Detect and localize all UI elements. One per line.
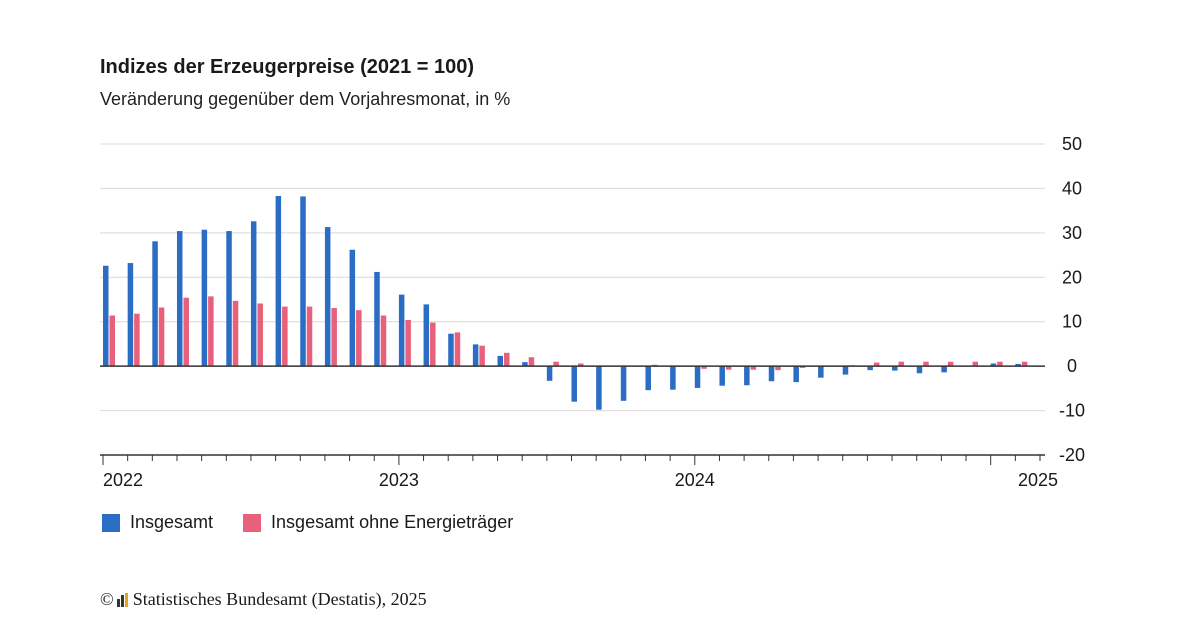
bar-series-1 [670,366,676,390]
y-tick-label: -20 [1059,445,1085,465]
bar-series-2 [405,319,411,367]
source-text: Statistisches Bundesamt (Destatis), 2025 [132,589,427,609]
x-tick-label: 2022 [103,470,143,490]
y-tick-label: 50 [1062,134,1082,154]
bar-series-1 [744,366,750,386]
bar-series-2 [134,313,140,367]
bar-series-1 [941,366,947,373]
bar-series-2 [997,361,1003,367]
bar-series-1 [867,366,873,371]
bar-series-1 [546,366,553,381]
bar-series-2 [947,361,954,367]
x-tick-label: 2023 [379,470,419,490]
destatis-logo-icon [116,592,129,607]
bar-series-1 [398,294,405,367]
bar-series-1 [423,304,430,367]
bar-series-2 [331,307,337,367]
bar-series-2 [578,363,584,367]
x-tick-label: 2025 [1018,470,1058,490]
bar-series-2 [356,310,362,367]
legend-swatch-series-1 [102,513,120,532]
bar-series-2 [799,366,806,368]
y-tick-label: 40 [1062,178,1082,198]
bar-series-2 [257,303,263,367]
bar-series-2 [725,366,732,370]
bar-series-1 [127,263,134,367]
bar-series-2 [898,361,905,367]
bar-series-2 [380,315,387,367]
x-tick-label: 2024 [675,470,715,490]
y-tick-label: -10 [1059,401,1085,421]
bar-series-2 [873,362,880,367]
bar-series-1 [916,366,923,374]
bar-series-1 [842,366,849,375]
bar-series-2 [528,357,535,367]
bar-series-1 [349,249,356,367]
bar-series-2 [282,306,288,367]
bar-series-2 [1021,361,1028,367]
legend-label-series-1: Insgesamt [130,512,214,532]
bar-series-1 [300,196,306,367]
source-footer: © Statistisches Bundesamt (Destatis), 20… [100,589,427,610]
bar-series-1 [620,366,627,401]
bar-series-1 [448,333,454,367]
bar-series-1 [571,366,577,402]
bar-series-1 [275,195,282,367]
bar-series-1 [818,366,824,378]
bar-series-2 [479,345,485,367]
bar-series-1 [645,366,651,391]
bar-series-1 [374,271,380,367]
bar-series-1 [694,366,701,388]
bar-series-2 [972,361,979,367]
y-tick-label: 0 [1067,356,1077,376]
bar-series-1 [324,227,331,367]
bar-series-1 [103,265,109,367]
bar-series-1 [250,221,257,367]
legend-item-series-2: Insgesamt ohne Energieträger [243,512,513,533]
bar-series-2 [208,296,214,367]
bar-series-2 [109,315,115,367]
bar-series-2 [750,366,757,370]
bar-series-1 [793,366,799,383]
bar-series-2 [923,361,929,367]
bar-series-2 [430,322,436,367]
bar-series-1 [201,229,208,367]
bar-series-2 [504,352,510,367]
bar-series-2 [183,297,189,367]
bar-series-1 [522,362,528,367]
bar-series-1 [990,363,997,367]
bar-series-1 [472,344,479,367]
copyright-symbol: © [100,589,114,609]
bar-series-2 [454,332,461,367]
bar-series-1 [152,241,158,367]
bar-series-1 [719,366,725,386]
bar-series-2 [232,300,239,367]
chart-title: Indizes der Erzeugerpreise (2021 = 100) [100,56,475,78]
bar-series-1 [1015,363,1021,367]
y-tick-label: 20 [1062,267,1082,287]
y-tick-label: 30 [1062,223,1082,243]
bar-series-1 [226,231,232,367]
bar-series-2 [553,361,559,367]
bar-series-1 [892,366,898,371]
bar-series-1 [768,366,775,382]
y-tick-label: 10 [1062,312,1082,332]
legend-label-series-2: Insgesamt ohne Energieträger [271,512,514,532]
bar-series-2 [775,366,781,371]
chart-legend: Insgesamt Insgesamt ohne Energieträger [102,512,543,533]
bar-series-1 [176,231,183,367]
bar-series-1 [596,366,602,410]
bar-series-1 [497,355,504,367]
bar-series-2 [158,307,165,367]
bar-series-2 [701,366,707,369]
chart-subtitle: Veränderung gegenüber dem Vorjahresmonat… [100,89,511,109]
legend-item-series-1: Insgesamt [102,512,213,533]
legend-swatch-series-2 [243,513,262,532]
bar-series-2 [306,306,313,367]
